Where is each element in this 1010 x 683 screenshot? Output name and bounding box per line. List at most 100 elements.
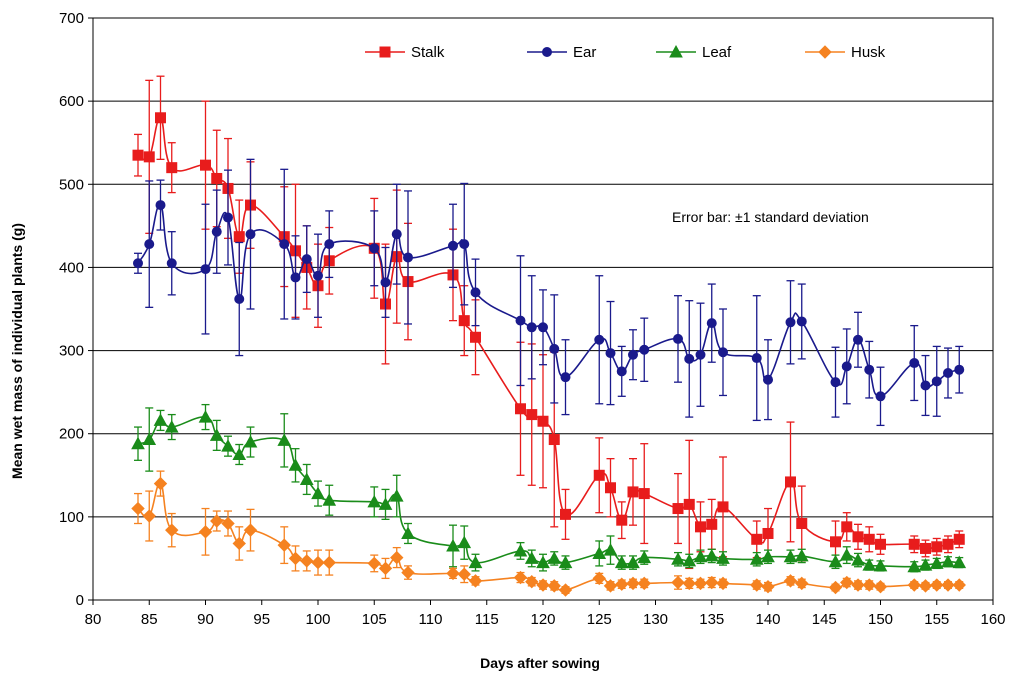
husk-point xyxy=(378,561,393,576)
leaf-point xyxy=(851,553,865,566)
husk-point xyxy=(918,579,933,593)
ear-point xyxy=(954,364,965,375)
x-tick-label: 100 xyxy=(305,611,330,628)
stalk-point xyxy=(942,538,954,550)
husk-point xyxy=(131,501,145,516)
y-tick-label: 700 xyxy=(59,10,84,27)
leaf-point xyxy=(761,549,775,563)
stalk-point xyxy=(672,503,684,515)
ear-point xyxy=(144,239,155,250)
y-tick-label: 500 xyxy=(59,176,84,193)
husk-point xyxy=(142,509,156,523)
legend-item-stalk: Stalk xyxy=(365,44,445,61)
ear-point xyxy=(706,318,717,329)
leaf-point xyxy=(592,546,607,559)
stalk-point xyxy=(166,162,178,174)
stalk-point xyxy=(852,531,864,543)
husk-point xyxy=(705,575,719,590)
ear-point xyxy=(830,377,841,388)
y-axis-title: Mean wet mass of individual plants (g) xyxy=(9,223,25,479)
ear-point xyxy=(673,333,683,344)
stalk-point xyxy=(560,508,571,520)
husk-point xyxy=(232,536,246,551)
stalk-line xyxy=(137,116,960,550)
ear-point xyxy=(245,229,256,240)
leaf-point xyxy=(941,554,955,568)
leaf-point xyxy=(716,551,730,564)
series-ear xyxy=(133,158,965,427)
husk-point xyxy=(851,578,865,592)
leaf-point xyxy=(209,428,224,441)
ear-point xyxy=(875,391,886,402)
ear-point xyxy=(526,322,537,333)
legend-label: Ear xyxy=(573,44,596,61)
legend: Stalk Ear Leaf Husk xyxy=(365,44,886,61)
x-tick-label: 160 xyxy=(980,611,1005,628)
ear-point xyxy=(515,315,526,326)
husk-point xyxy=(446,566,460,581)
stalk-point xyxy=(908,538,920,550)
y-tick-label: 600 xyxy=(59,93,84,110)
ear-point xyxy=(841,361,852,372)
husk-point xyxy=(716,576,730,591)
leaf-point xyxy=(221,439,235,452)
ear-point xyxy=(931,376,942,387)
husk-point xyxy=(468,574,483,588)
legend-label: Leaf xyxy=(702,44,732,61)
ear-point xyxy=(560,372,571,383)
leaf-point xyxy=(401,526,415,539)
ear-point xyxy=(616,366,627,377)
leaf-point xyxy=(671,552,685,565)
husk-point xyxy=(671,575,685,590)
ear-point xyxy=(290,272,301,283)
series-layer xyxy=(131,75,967,597)
husk-point xyxy=(401,565,415,580)
ear-point xyxy=(684,353,695,364)
legend-item-husk: Husk xyxy=(805,44,886,61)
leaf-point xyxy=(457,535,472,549)
husk-point xyxy=(783,574,798,588)
stalk-point xyxy=(593,469,605,481)
ear-point xyxy=(223,212,233,223)
series-leaf xyxy=(131,403,967,573)
stalk-point xyxy=(515,403,526,415)
leaf-point xyxy=(378,497,393,510)
ear-point xyxy=(628,349,638,360)
leaf-point xyxy=(389,489,404,502)
husk-point xyxy=(761,579,775,594)
ear-point xyxy=(470,287,481,298)
husk-point xyxy=(941,578,955,592)
husk-point xyxy=(592,571,606,586)
leaf-point xyxy=(299,472,314,485)
ear-point xyxy=(133,258,143,269)
husk-point xyxy=(390,550,404,565)
x-tick-label: 110 xyxy=(419,611,443,628)
husk-point xyxy=(828,580,843,595)
leaf-point xyxy=(626,555,640,569)
ear-point xyxy=(403,252,413,263)
stalk-point xyxy=(717,501,729,513)
husk-point xyxy=(930,578,944,592)
leaf-point xyxy=(153,413,168,426)
husk-point xyxy=(682,576,696,591)
y-tick-label: 400 xyxy=(59,259,84,276)
leaf-point xyxy=(918,558,933,571)
stalk-point xyxy=(143,151,155,163)
ear-point xyxy=(166,258,177,269)
leaf-point xyxy=(277,433,292,446)
husk-point xyxy=(513,570,528,585)
husk-point xyxy=(547,579,561,593)
stalk-point xyxy=(785,476,796,488)
leaf-point xyxy=(907,559,922,573)
stalk-point xyxy=(683,498,695,510)
ear-point xyxy=(549,343,560,354)
leaf-point xyxy=(693,549,708,563)
husk-point xyxy=(198,525,213,539)
stalk-point xyxy=(920,542,931,554)
leaf-point xyxy=(637,550,652,564)
x-tick-label: 130 xyxy=(643,611,668,628)
husk-point xyxy=(907,578,921,592)
leaf-point xyxy=(468,555,483,569)
leaf-point xyxy=(164,420,179,433)
